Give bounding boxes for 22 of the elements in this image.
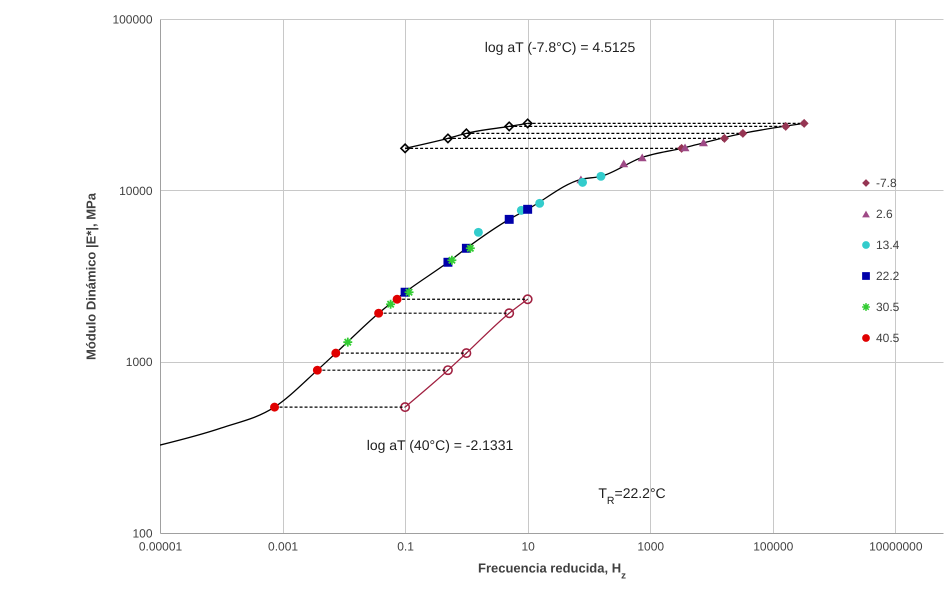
y-tick-label: 100000 bbox=[112, 12, 153, 26]
legend-label: 2.6 bbox=[876, 207, 894, 221]
legend-label: -7.8 bbox=[876, 176, 898, 190]
legend-label: 22.2 bbox=[876, 269, 900, 283]
legend-label: 13.4 bbox=[876, 238, 900, 252]
y-tick-label: 100 bbox=[132, 526, 153, 540]
legend-label: 30.5 bbox=[876, 300, 900, 314]
annotation: T$_{R}$=22.2°C bbox=[598, 485, 666, 507]
y-axis-title: Módulo Dinámico |E*|, MPa bbox=[83, 192, 98, 360]
x-axis-title: Frecuencia reducida, H$_{z}$ bbox=[478, 560, 626, 581]
x-tick-label: 10 bbox=[521, 540, 536, 554]
y-tick-label: 1000 bbox=[126, 355, 153, 370]
annotation: log aT (40°C) = -2.1331 bbox=[366, 437, 514, 453]
x-tick-label: 0.001 bbox=[268, 540, 298, 554]
annotation: log aT (-7.8°C) = 4.5125 bbox=[484, 39, 636, 55]
x-tick-label: 0.00001 bbox=[138, 540, 183, 554]
legend-label: 40.5 bbox=[876, 331, 900, 345]
x-tick-label: 10000000 bbox=[869, 540, 923, 554]
y-tick-label: 10000 bbox=[119, 184, 153, 198]
x-tick-label: 1000 bbox=[637, 540, 664, 554]
x-tick-label: 0.1 bbox=[397, 540, 414, 554]
x-tick-label: 100000 bbox=[753, 540, 794, 554]
